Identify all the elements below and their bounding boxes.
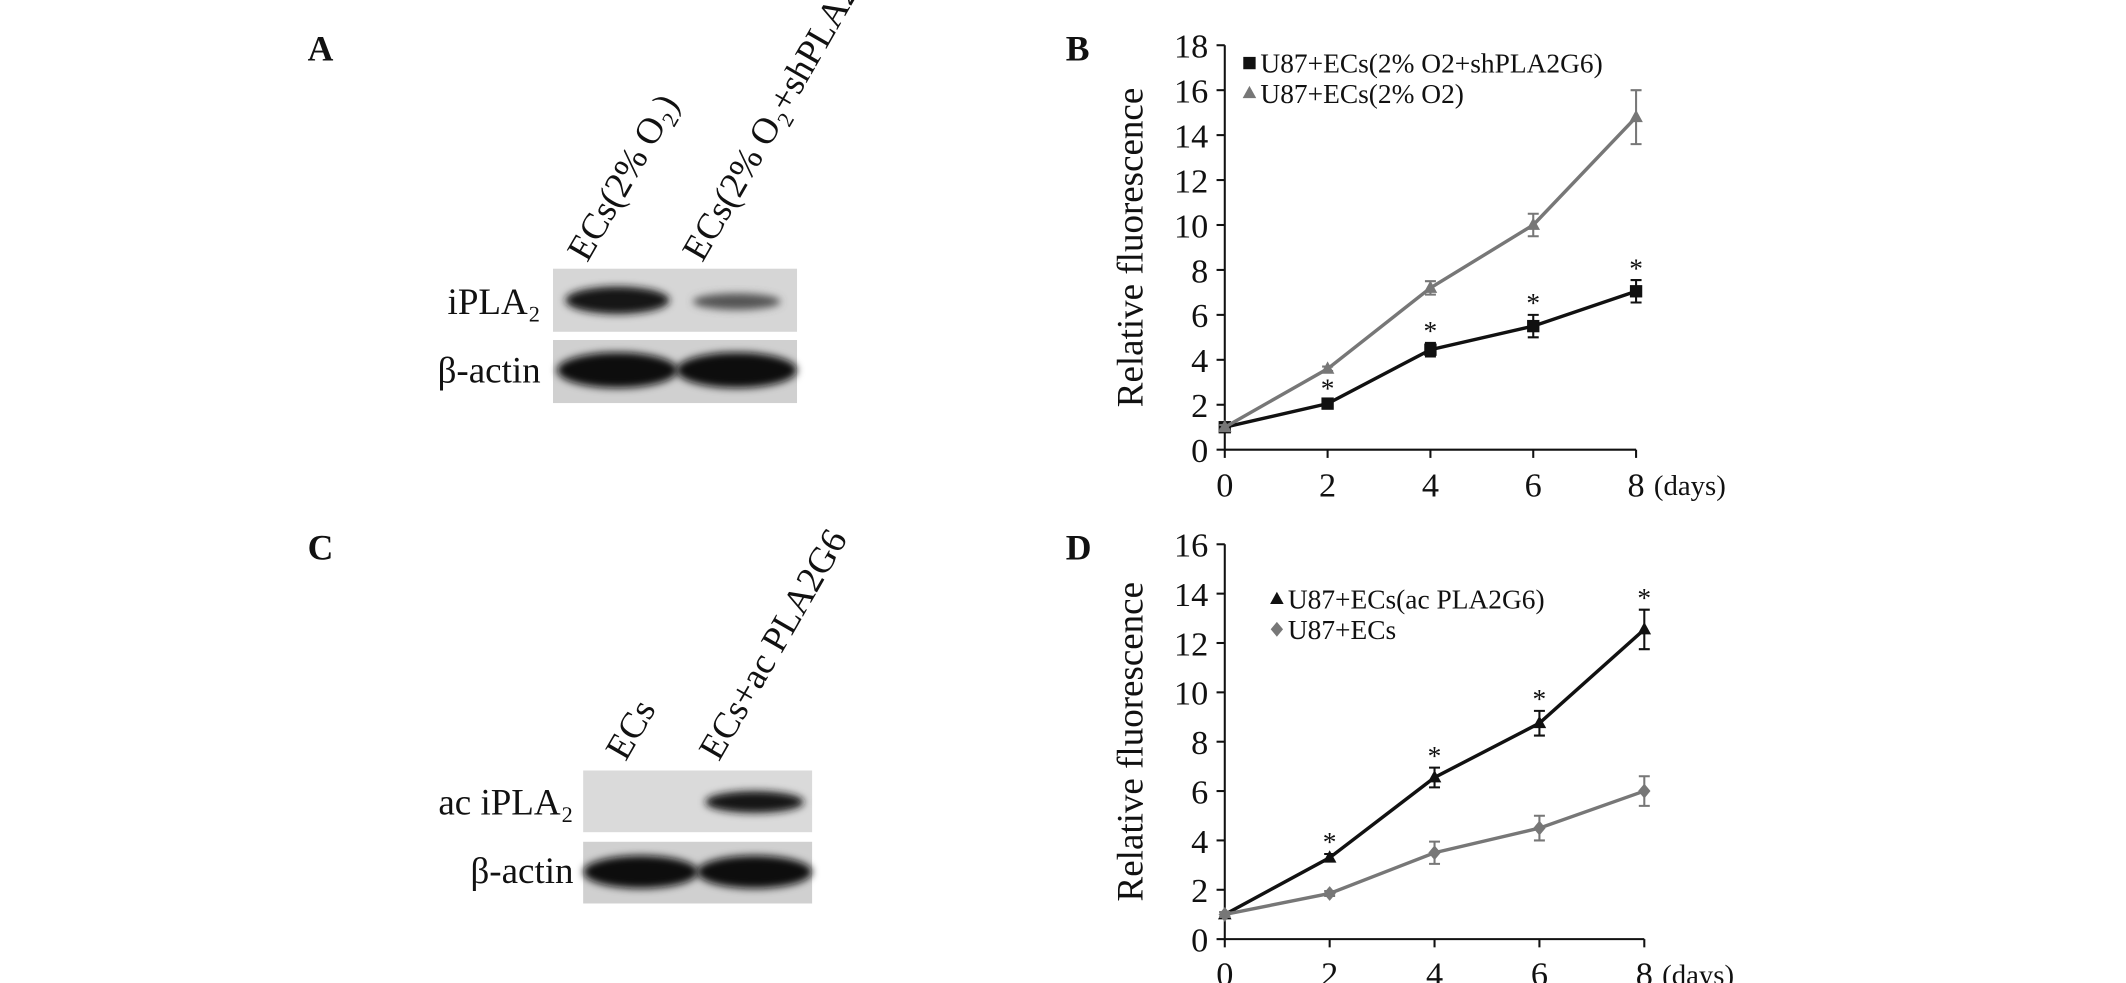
marker bbox=[1423, 280, 1438, 293]
x-tick-label: 4 bbox=[1422, 466, 1439, 504]
row-label: β-actin bbox=[438, 351, 541, 392]
marker bbox=[1629, 109, 1643, 123]
panel-label: D bbox=[1066, 527, 1092, 567]
x-tick-label: 8 bbox=[1636, 956, 1653, 983]
marker bbox=[1637, 622, 1652, 635]
y-tick-label: 0 bbox=[1191, 432, 1208, 470]
x-tick-label: 2 bbox=[1321, 956, 1338, 983]
band bbox=[696, 855, 813, 889]
x-tick-label: 0 bbox=[1216, 956, 1233, 983]
significance-label: * bbox=[1637, 583, 1651, 613]
marker bbox=[1320, 361, 1335, 374]
marker bbox=[1217, 419, 1232, 433]
significance-label: * bbox=[1629, 253, 1643, 283]
y-axis-label: Relative fluorescence bbox=[1111, 88, 1152, 407]
y-tick-label: 12 bbox=[1174, 625, 1208, 663]
y-tick-label: 6 bbox=[1191, 773, 1208, 811]
significance-label: * bbox=[1424, 316, 1438, 346]
x-tick-label: 0 bbox=[1216, 466, 1233, 504]
legend-label: U87+ECs(2% O2+shPLA2G6) bbox=[1260, 49, 1602, 79]
marker bbox=[1270, 591, 1284, 605]
significance-label: * bbox=[1533, 684, 1547, 714]
marker bbox=[1532, 715, 1547, 729]
y-tick-label: 8 bbox=[1191, 724, 1208, 762]
band bbox=[565, 286, 670, 314]
marker bbox=[1428, 845, 1441, 861]
marker bbox=[1629, 285, 1643, 298]
y-tick-label: 0 bbox=[1191, 921, 1208, 959]
panel-label: A bbox=[308, 28, 334, 68]
y-tick-label: 14 bbox=[1174, 117, 1208, 155]
marker bbox=[1533, 820, 1546, 836]
marker bbox=[1527, 319, 1540, 333]
y-tick-label: 8 bbox=[1191, 252, 1208, 290]
legend-label: U87+ECs(2% O2) bbox=[1260, 79, 1463, 109]
band bbox=[676, 352, 798, 388]
x-tick-label: 6 bbox=[1531, 956, 1548, 983]
y-tick-label: 12 bbox=[1174, 162, 1208, 200]
y-tick-label: 10 bbox=[1174, 675, 1208, 713]
x-unit: (days) bbox=[1654, 470, 1726, 502]
marker bbox=[1322, 850, 1337, 863]
band bbox=[583, 855, 699, 889]
y-tick-label: 16 bbox=[1174, 73, 1208, 111]
marker bbox=[1323, 886, 1336, 901]
legend-label: U87+ECs bbox=[1288, 615, 1396, 645]
x-tick-label: 4 bbox=[1426, 956, 1443, 983]
y-tick-label: 2 bbox=[1191, 387, 1208, 425]
significance-label: * bbox=[1526, 288, 1540, 318]
marker bbox=[1242, 85, 1257, 99]
marker bbox=[1270, 621, 1284, 637]
y-tick-label: 10 bbox=[1174, 207, 1208, 245]
band bbox=[705, 791, 804, 813]
marker bbox=[1243, 56, 1256, 70]
significance-label: * bbox=[1428, 741, 1442, 771]
row-label: ac iPLA₂ bbox=[438, 782, 573, 823]
y-axis-label: Relative fluorescence bbox=[1111, 582, 1152, 901]
marker bbox=[1427, 770, 1442, 783]
panel-label: C bbox=[308, 527, 334, 567]
marker bbox=[1424, 343, 1437, 356]
marker bbox=[1526, 217, 1541, 230]
significance-label: * bbox=[1323, 827, 1337, 857]
y-tick-label: 14 bbox=[1174, 576, 1208, 614]
x-unit: (days) bbox=[1662, 959, 1734, 983]
x-tick-label: 8 bbox=[1628, 466, 1645, 504]
band bbox=[557, 352, 678, 388]
row-label: β-actin bbox=[470, 851, 573, 892]
y-tick-label: 2 bbox=[1191, 872, 1208, 910]
row-label: iPLA₂ bbox=[448, 282, 541, 323]
x-tick-label: 2 bbox=[1319, 466, 1336, 504]
y-tick-label: 4 bbox=[1191, 342, 1208, 380]
band bbox=[692, 293, 781, 310]
marker bbox=[1321, 397, 1334, 410]
x-tick-label: 6 bbox=[1525, 466, 1542, 504]
y-tick-label: 18 bbox=[1174, 28, 1208, 66]
significance-label: * bbox=[1321, 374, 1335, 404]
y-tick-label: 6 bbox=[1191, 297, 1208, 335]
y-tick-label: 4 bbox=[1191, 823, 1208, 861]
y-tick-label: 16 bbox=[1174, 527, 1208, 565]
legend-label: U87+ECs(ac PLA2G6) bbox=[1288, 585, 1545, 615]
panel-label: B bbox=[1066, 28, 1090, 68]
